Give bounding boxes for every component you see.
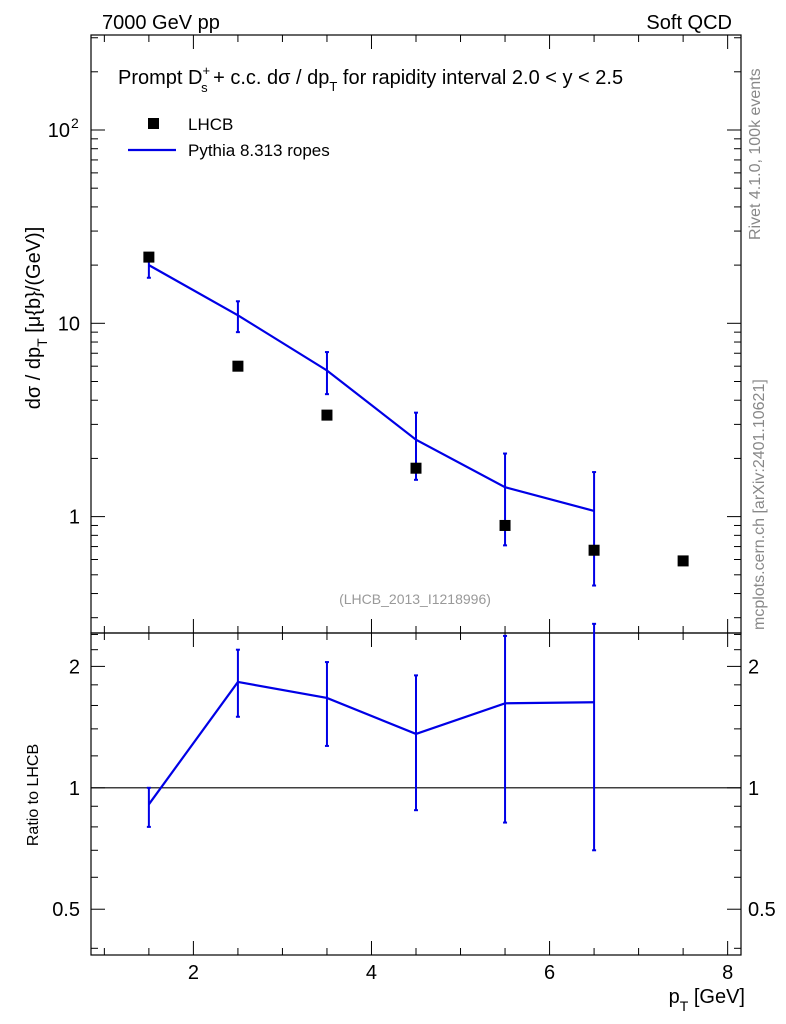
y-tick-label: 10 bbox=[48, 120, 70, 142]
x-tick-label: 2 bbox=[188, 962, 199, 984]
rivet-info: Rivet 4.1.0, 100k events bbox=[747, 68, 764, 240]
x-axis-label: pT [GeV] bbox=[669, 986, 745, 1014]
x-tick-label: 8 bbox=[722, 962, 733, 984]
mcplots-info: mcplots.cern.ch [arXiv:2401.10621] bbox=[751, 379, 768, 630]
ratio-y-axis-label: Ratio to LHCB bbox=[25, 744, 42, 846]
y-tick-label: 10 bbox=[58, 313, 80, 335]
lhcb-point bbox=[410, 462, 422, 474]
lhcb-point bbox=[321, 409, 333, 421]
ratio-y-tick-label: 1 bbox=[69, 778, 80, 800]
pythia-line bbox=[148, 264, 595, 512]
x-tick-label: 6 bbox=[544, 962, 555, 984]
y-tick-label-exponent: 2 bbox=[71, 115, 79, 131]
y-axis-label: dσ / dpT [μ{b}/(GeV)] bbox=[23, 227, 50, 410]
ratio-y-tick-label: 0.5 bbox=[52, 899, 80, 921]
ratio-y-tick-label: 2 bbox=[69, 656, 80, 678]
lhcb-point bbox=[499, 519, 511, 531]
ratio-y-tick-label-right: 2 bbox=[748, 656, 759, 678]
lhcb-point bbox=[232, 360, 244, 372]
lhcb-point bbox=[677, 555, 689, 567]
y-tick-label: 1 bbox=[69, 507, 80, 529]
lhcb-point bbox=[588, 544, 600, 556]
ratio-axis-ticks: 2 4 6 8 0.5 0.5 1 1 2 2 bbox=[52, 633, 776, 984]
main-plot-data bbox=[143, 251, 689, 587]
legend: LHCB Pythia 8.313 ropes bbox=[128, 115, 330, 160]
lhcb-point bbox=[143, 251, 155, 263]
plot-title: Prompt D+ s + c.c. dσ / dpT for rapidity … bbox=[118, 63, 623, 95]
ratio-line bbox=[147, 680, 595, 805]
legend-label-pythia: Pythia 8.313 ropes bbox=[188, 141, 330, 160]
header-right: Soft QCD bbox=[646, 12, 732, 34]
x-tick-label: 4 bbox=[366, 962, 377, 984]
analysis-reference: (LHCB_2013_I1218996) bbox=[339, 591, 491, 607]
ratio-plot-data bbox=[146, 622, 597, 852]
ratio-y-tick-label-right: 1 bbox=[748, 778, 759, 800]
legend-label-lhcb: LHCB bbox=[188, 115, 233, 134]
legend-marker-lhcb bbox=[148, 118, 159, 129]
ratio-y-tick-label-right: 0.5 bbox=[748, 899, 776, 921]
header-left: 7000 GeV pp bbox=[102, 12, 220, 34]
